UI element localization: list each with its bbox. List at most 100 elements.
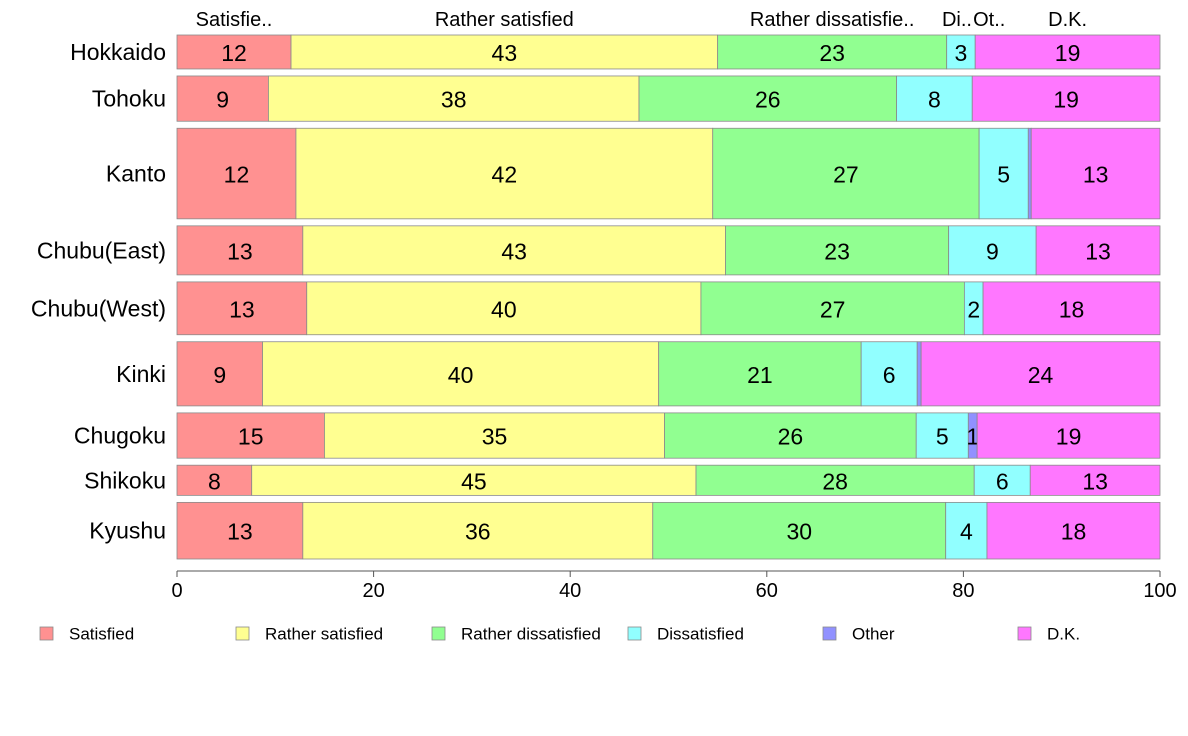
value-label-chubu-east-satisfied: 13 bbox=[227, 238, 253, 264]
bar-shikoku-dissatisfied bbox=[973, 464, 1031, 496]
value-label-chubu-west-satisfied: 13 bbox=[229, 296, 255, 322]
bar-chubu-east-rather-satisfied bbox=[302, 225, 726, 276]
value-label-kyushu-satisfied: 13 bbox=[227, 519, 253, 545]
x-tick-label-100: 100 bbox=[1143, 580, 1176, 602]
value-label-kyushu-rather-satisfied: 36 bbox=[465, 519, 491, 545]
row-label-kyushu: Kyushu bbox=[89, 518, 166, 544]
value-label-chubu-east-dissatisfied: 9 bbox=[986, 238, 999, 264]
legend-swatch-d-k bbox=[1017, 626, 1032, 641]
legend: Satisfied Rather satisfied Rather dissatis… bbox=[39, 625, 1080, 644]
legend-label-rather-satisfied: Rather satisfied bbox=[265, 625, 383, 644]
bar-tohoku-satisfied bbox=[176, 75, 269, 122]
top-labels-group: Satisfie.. Rather satisfied Rather dissati… bbox=[196, 9, 1087, 31]
value-label-tohoku-rather-satisfied: 38 bbox=[441, 87, 467, 113]
bar-kanto-dissatisfied bbox=[978, 127, 1029, 220]
value-label-chubu-west-rather-dissatisfied: 27 bbox=[820, 296, 846, 322]
legend-label-d-k: D.K. bbox=[1047, 625, 1080, 644]
value-label-hokkaido-d-k: 19 bbox=[1055, 40, 1081, 66]
value-label-tohoku-satisfied: 9 bbox=[216, 87, 229, 113]
value-label-shikoku-dissatisfied: 6 bbox=[996, 468, 1009, 494]
bar-shikoku-rather-dissatisfied bbox=[695, 464, 975, 496]
x-tick-label-60: 60 bbox=[756, 580, 778, 602]
legend-swatch-rather-dissatisfied bbox=[431, 626, 446, 641]
row-label-shikoku: Shikoku bbox=[84, 467, 166, 493]
bar-kinki-rather-satisfied bbox=[262, 341, 660, 407]
bar-kinki-satisfied bbox=[176, 341, 263, 407]
bar-chugoku-rather-satisfied bbox=[324, 412, 665, 459]
value-label-tohoku-dissatisfied: 8 bbox=[928, 87, 941, 113]
value-label-chugoku-rather-satisfied: 35 bbox=[482, 424, 508, 450]
value-label-hokkaido-rather-satisfied: 43 bbox=[492, 40, 518, 66]
legend-swatch-rather-satisfied bbox=[235, 626, 250, 641]
bar-tohoku-rather-satisfied bbox=[268, 75, 640, 122]
value-label-tohoku-rather-dissatisfied: 26 bbox=[755, 87, 781, 113]
legend-label-dissatisfied: Dissatisfied bbox=[657, 625, 744, 644]
value-label-chubu-east-rather-satisfied: 43 bbox=[501, 238, 527, 264]
value-label-kyushu-rather-dissatisfied: 30 bbox=[786, 519, 812, 545]
bar-kinki-other bbox=[916, 341, 922, 407]
bar-chubu-east-dissatisfied bbox=[948, 225, 1037, 276]
bar-chugoku-dissatisfied bbox=[915, 412, 969, 459]
bar-chubu-east-rather-dissatisfied bbox=[725, 225, 950, 276]
value-label-kanto-dissatisfied: 5 bbox=[997, 162, 1010, 188]
bar-kyushu-dissatisfied bbox=[945, 501, 988, 560]
bar-shikoku-satisfied bbox=[176, 464, 253, 496]
row-label-kinki: Kinki bbox=[116, 361, 166, 387]
bar-chubu-west-rather-dissatisfied bbox=[700, 281, 965, 336]
bar-kanto-rather-satisfied bbox=[295, 127, 714, 220]
bar-chubu-west-rather-satisfied bbox=[306, 281, 702, 336]
x-tick-label-40: 40 bbox=[559, 580, 581, 602]
value-label-chubu-west-d-k: 18 bbox=[1059, 296, 1085, 322]
bar-kanto-rather-dissatisfied bbox=[712, 127, 980, 220]
bar-kyushu-rather-satisfied bbox=[302, 501, 654, 560]
value-label-kanto-d-k: 13 bbox=[1083, 162, 1109, 188]
value-label-chubu-east-d-k: 13 bbox=[1085, 238, 1111, 264]
row-labels-group: Hokkaido Tohoku Kanto Chubu(East) Chubu(West… bbox=[31, 39, 166, 544]
row-label-chugoku: Chugoku bbox=[74, 423, 166, 449]
value-label-shikoku-satisfied: 8 bbox=[208, 468, 221, 494]
bar-shikoku-d-k bbox=[1029, 464, 1161, 496]
legend-swatch-satisfied bbox=[39, 626, 54, 641]
value-label-hokkaido-rather-dissatisfied: 23 bbox=[819, 40, 845, 66]
value-label-kyushu-d-k: 18 bbox=[1061, 519, 1087, 545]
bar-chubu-west-satisfied bbox=[176, 281, 308, 336]
row-label-tohoku: Tohoku bbox=[92, 86, 166, 112]
value-label-kinki-rather-dissatisfied: 21 bbox=[747, 362, 773, 388]
legend-swatch-dissatisfied bbox=[627, 626, 642, 641]
bar-kyushu-satisfied bbox=[176, 501, 304, 560]
value-label-kinki-d-k: 24 bbox=[1028, 362, 1054, 388]
value-label-chubu-west-dissatisfied: 2 bbox=[967, 296, 980, 322]
x-tick-label-20: 20 bbox=[362, 580, 384, 602]
legend-label-satisfied: Satisfied bbox=[69, 625, 134, 644]
value-label-hokkaido-satisfied: 12 bbox=[221, 40, 247, 66]
value-label-shikoku-rather-dissatisfied: 28 bbox=[822, 468, 848, 494]
bar-hokkaido-d-k bbox=[974, 34, 1161, 70]
top-label-d-k: D.K. bbox=[1048, 9, 1087, 31]
top-label-dissatisfied: Di.. bbox=[942, 9, 972, 31]
value-label-kinki-satisfied: 9 bbox=[213, 362, 226, 388]
x-tick-label-0: 0 bbox=[171, 580, 182, 602]
bar-chubu-west-d-k bbox=[982, 281, 1161, 336]
bar-hokkaido-satisfied bbox=[176, 34, 292, 70]
value-label-tohoku-d-k: 19 bbox=[1053, 87, 1079, 113]
bar-chubu-east-satisfied bbox=[176, 225, 304, 276]
value-label-chugoku-d-k: 19 bbox=[1056, 424, 1082, 450]
bar-kyushu-d-k bbox=[986, 501, 1161, 560]
bar-kanto-other bbox=[1027, 127, 1032, 220]
value-label-kinki-rather-satisfied: 40 bbox=[448, 362, 474, 388]
bar-kanto-d-k bbox=[1030, 127, 1161, 220]
row-label-hokkaido: Hokkaido bbox=[70, 39, 166, 65]
row-label-chubu-east: Chubu(East) bbox=[37, 237, 166, 263]
value-label-chugoku-rather-dissatisfied: 26 bbox=[778, 424, 804, 450]
value-label-hokkaido-dissatisfied: 3 bbox=[955, 40, 968, 66]
value-label-kanto-satisfied: 12 bbox=[224, 162, 250, 188]
value-label-chugoku-other: 1 bbox=[966, 424, 979, 450]
top-label-rather-dissatisfied: Rather dissatisfie.. bbox=[750, 9, 915, 31]
bar-tohoku-dissatisfied bbox=[896, 75, 973, 122]
bar-hokkaido-rather-satisfied bbox=[290, 34, 719, 70]
value-label-shikoku-d-k: 13 bbox=[1082, 468, 1108, 494]
x-tick-label-80: 80 bbox=[952, 580, 974, 602]
top-label-other: Ot.. bbox=[973, 9, 1005, 31]
